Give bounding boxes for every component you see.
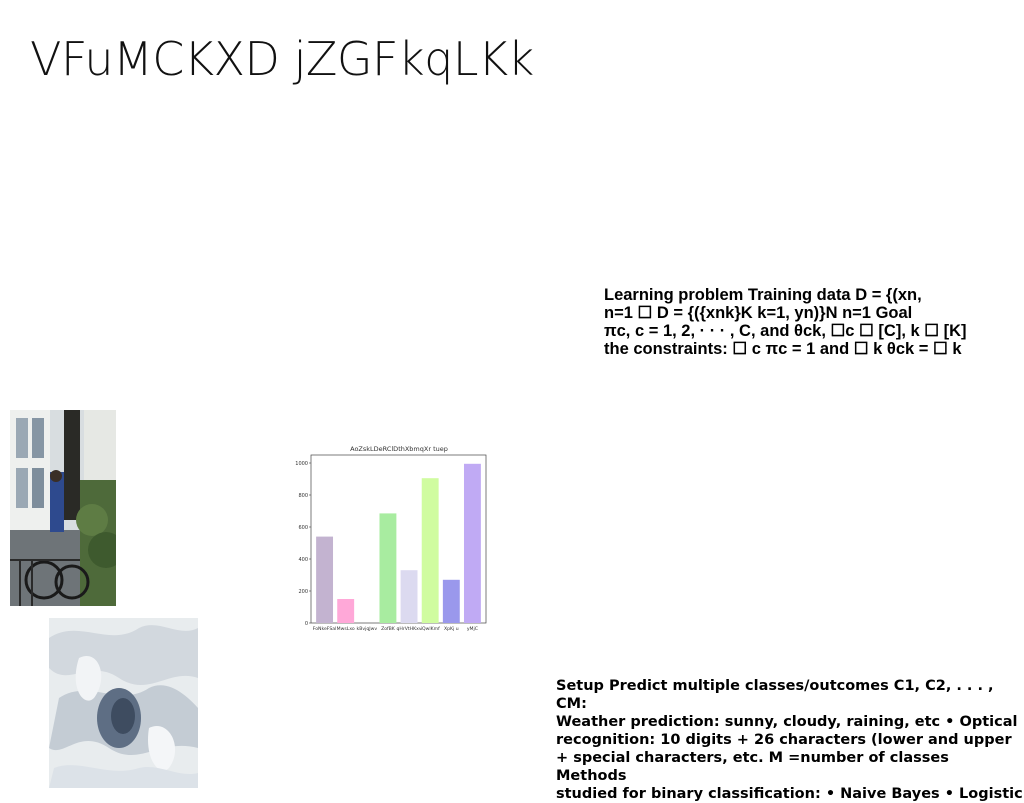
bar-0 xyxy=(316,536,334,623)
bar-7 xyxy=(463,463,481,623)
learning-problem-text: Learning problem Training data D = {(xn,… xyxy=(604,286,967,358)
x-tick-label: MwsLxo xyxy=(337,626,355,632)
chart-title: AoZskLDeRClDthXbmqXr tuep xyxy=(350,445,448,453)
y-tick-label: 0 xyxy=(305,621,308,627)
x-tick-label: iQwlKmf xyxy=(421,626,440,632)
x-tick-label: yMjC xyxy=(467,626,478,632)
bar-3 xyxy=(379,513,397,623)
street-photo xyxy=(10,410,116,606)
x-tick-label: FoNkeFSal xyxy=(313,626,337,632)
y-tick-label: 400 xyxy=(298,557,308,563)
x-tick-label: qHrVtHKxv xyxy=(397,626,422,632)
bar-6 xyxy=(442,579,460,623)
y-tick-label: 600 xyxy=(298,525,308,531)
y-tick-label: 1000 xyxy=(295,461,308,467)
page-title: VFuMCKXD jZGFkqLKk xyxy=(30,32,534,86)
bar-chart: AoZskLDeRClDthXbmqXr tuep 0 200 400 600 800 1… xyxy=(288,440,488,640)
bar-5 xyxy=(421,478,439,623)
ice-photo xyxy=(49,618,198,788)
x-tick-label: ZofBK xyxy=(381,626,396,632)
bar-4 xyxy=(400,570,418,623)
bar-chart-svg: AoZskLDeRClDthXbmqXr tuep 0 200 400 600 800 1… xyxy=(295,445,487,632)
setup-text: Setup Predict multiple classes/outcomes … xyxy=(556,678,1023,802)
y-tick-label: 200 xyxy=(298,589,308,595)
bar-1 xyxy=(337,599,355,623)
plot-frame xyxy=(310,454,487,624)
x-tick-label: kBvjqJwv xyxy=(357,626,378,632)
y-tick-label: 800 xyxy=(298,493,308,499)
x-tick-label: XpKj u xyxy=(444,626,459,632)
